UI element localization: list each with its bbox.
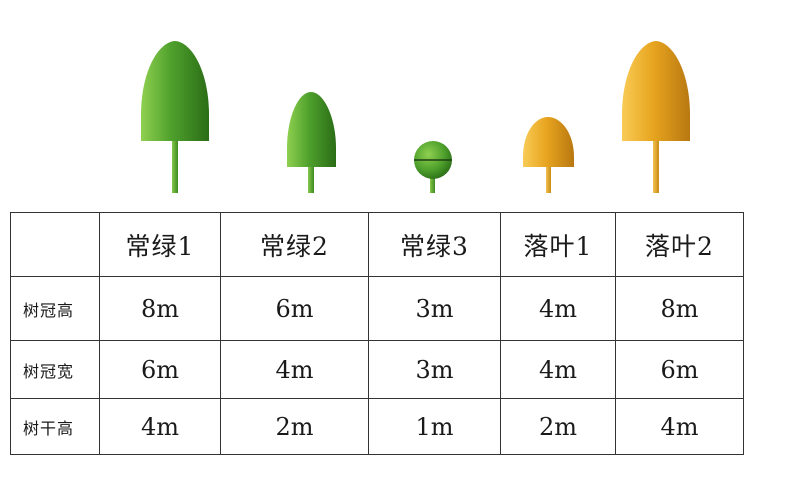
tree-deciduous-2 [622,41,690,193]
table-row-crown-width: 树冠宽 6m 4m 3m 4m 6m [10,340,744,399]
table-cell: 6m [99,340,221,399]
table-cell: 6m [220,276,369,341]
crown [523,117,574,167]
table-cell: 1m [368,398,501,455]
table-cell: 4m [615,398,744,455]
header-evergreen-3: 常绿3 [368,212,501,277]
row-label: 树干高 [10,398,100,455]
table-cell: 4m [220,340,369,399]
tree-evergreen-3 [414,141,452,193]
tree-illustrations [141,41,690,193]
row-label: 树冠宽 [10,340,100,399]
table-cell: 4m [500,340,616,399]
table-cell: 2m [500,398,616,455]
tree-evergreen-1 [141,41,209,193]
crown [622,41,690,141]
trunk [430,177,435,193]
table-row-trunk-height: 树干高 4m 2m 1m 2m 4m [10,398,744,455]
table-header-row: 常绿1 常绿2 常绿3 落叶1 落叶2 [10,212,744,277]
table-cell: 8m [99,276,221,341]
tree-evergreen-2 [287,92,336,193]
row-label: 树冠高 [10,276,100,341]
table-cell: 8m [615,276,744,341]
crown [141,41,209,141]
trunk [546,166,551,193]
table-cell: 2m [220,398,369,455]
table-cell: 4m [500,276,616,341]
table-cell: 6m [615,340,744,399]
trunk [308,166,314,193]
table-corner-cell [10,212,100,277]
table-cell: 3m [368,340,501,399]
header-deciduous-1: 落叶1 [500,212,616,277]
trunk [172,140,178,193]
table-cell: 4m [99,398,221,455]
table-row-crown-height: 树冠高 8m 6m 3m 4m 8m [10,276,744,341]
header-evergreen-2: 常绿2 [220,212,369,277]
tree-dimensions-table: 常绿1 常绿2 常绿3 落叶1 落叶2 树冠高 8m 6m 3m 4m 8m 树… [10,212,744,455]
tree-deciduous-1 [523,117,574,193]
header-deciduous-2: 落叶2 [615,212,744,277]
trunk [653,140,659,193]
header-evergreen-1: 常绿1 [99,212,221,277]
table-cell: 3m [368,276,501,341]
crown [287,92,336,167]
